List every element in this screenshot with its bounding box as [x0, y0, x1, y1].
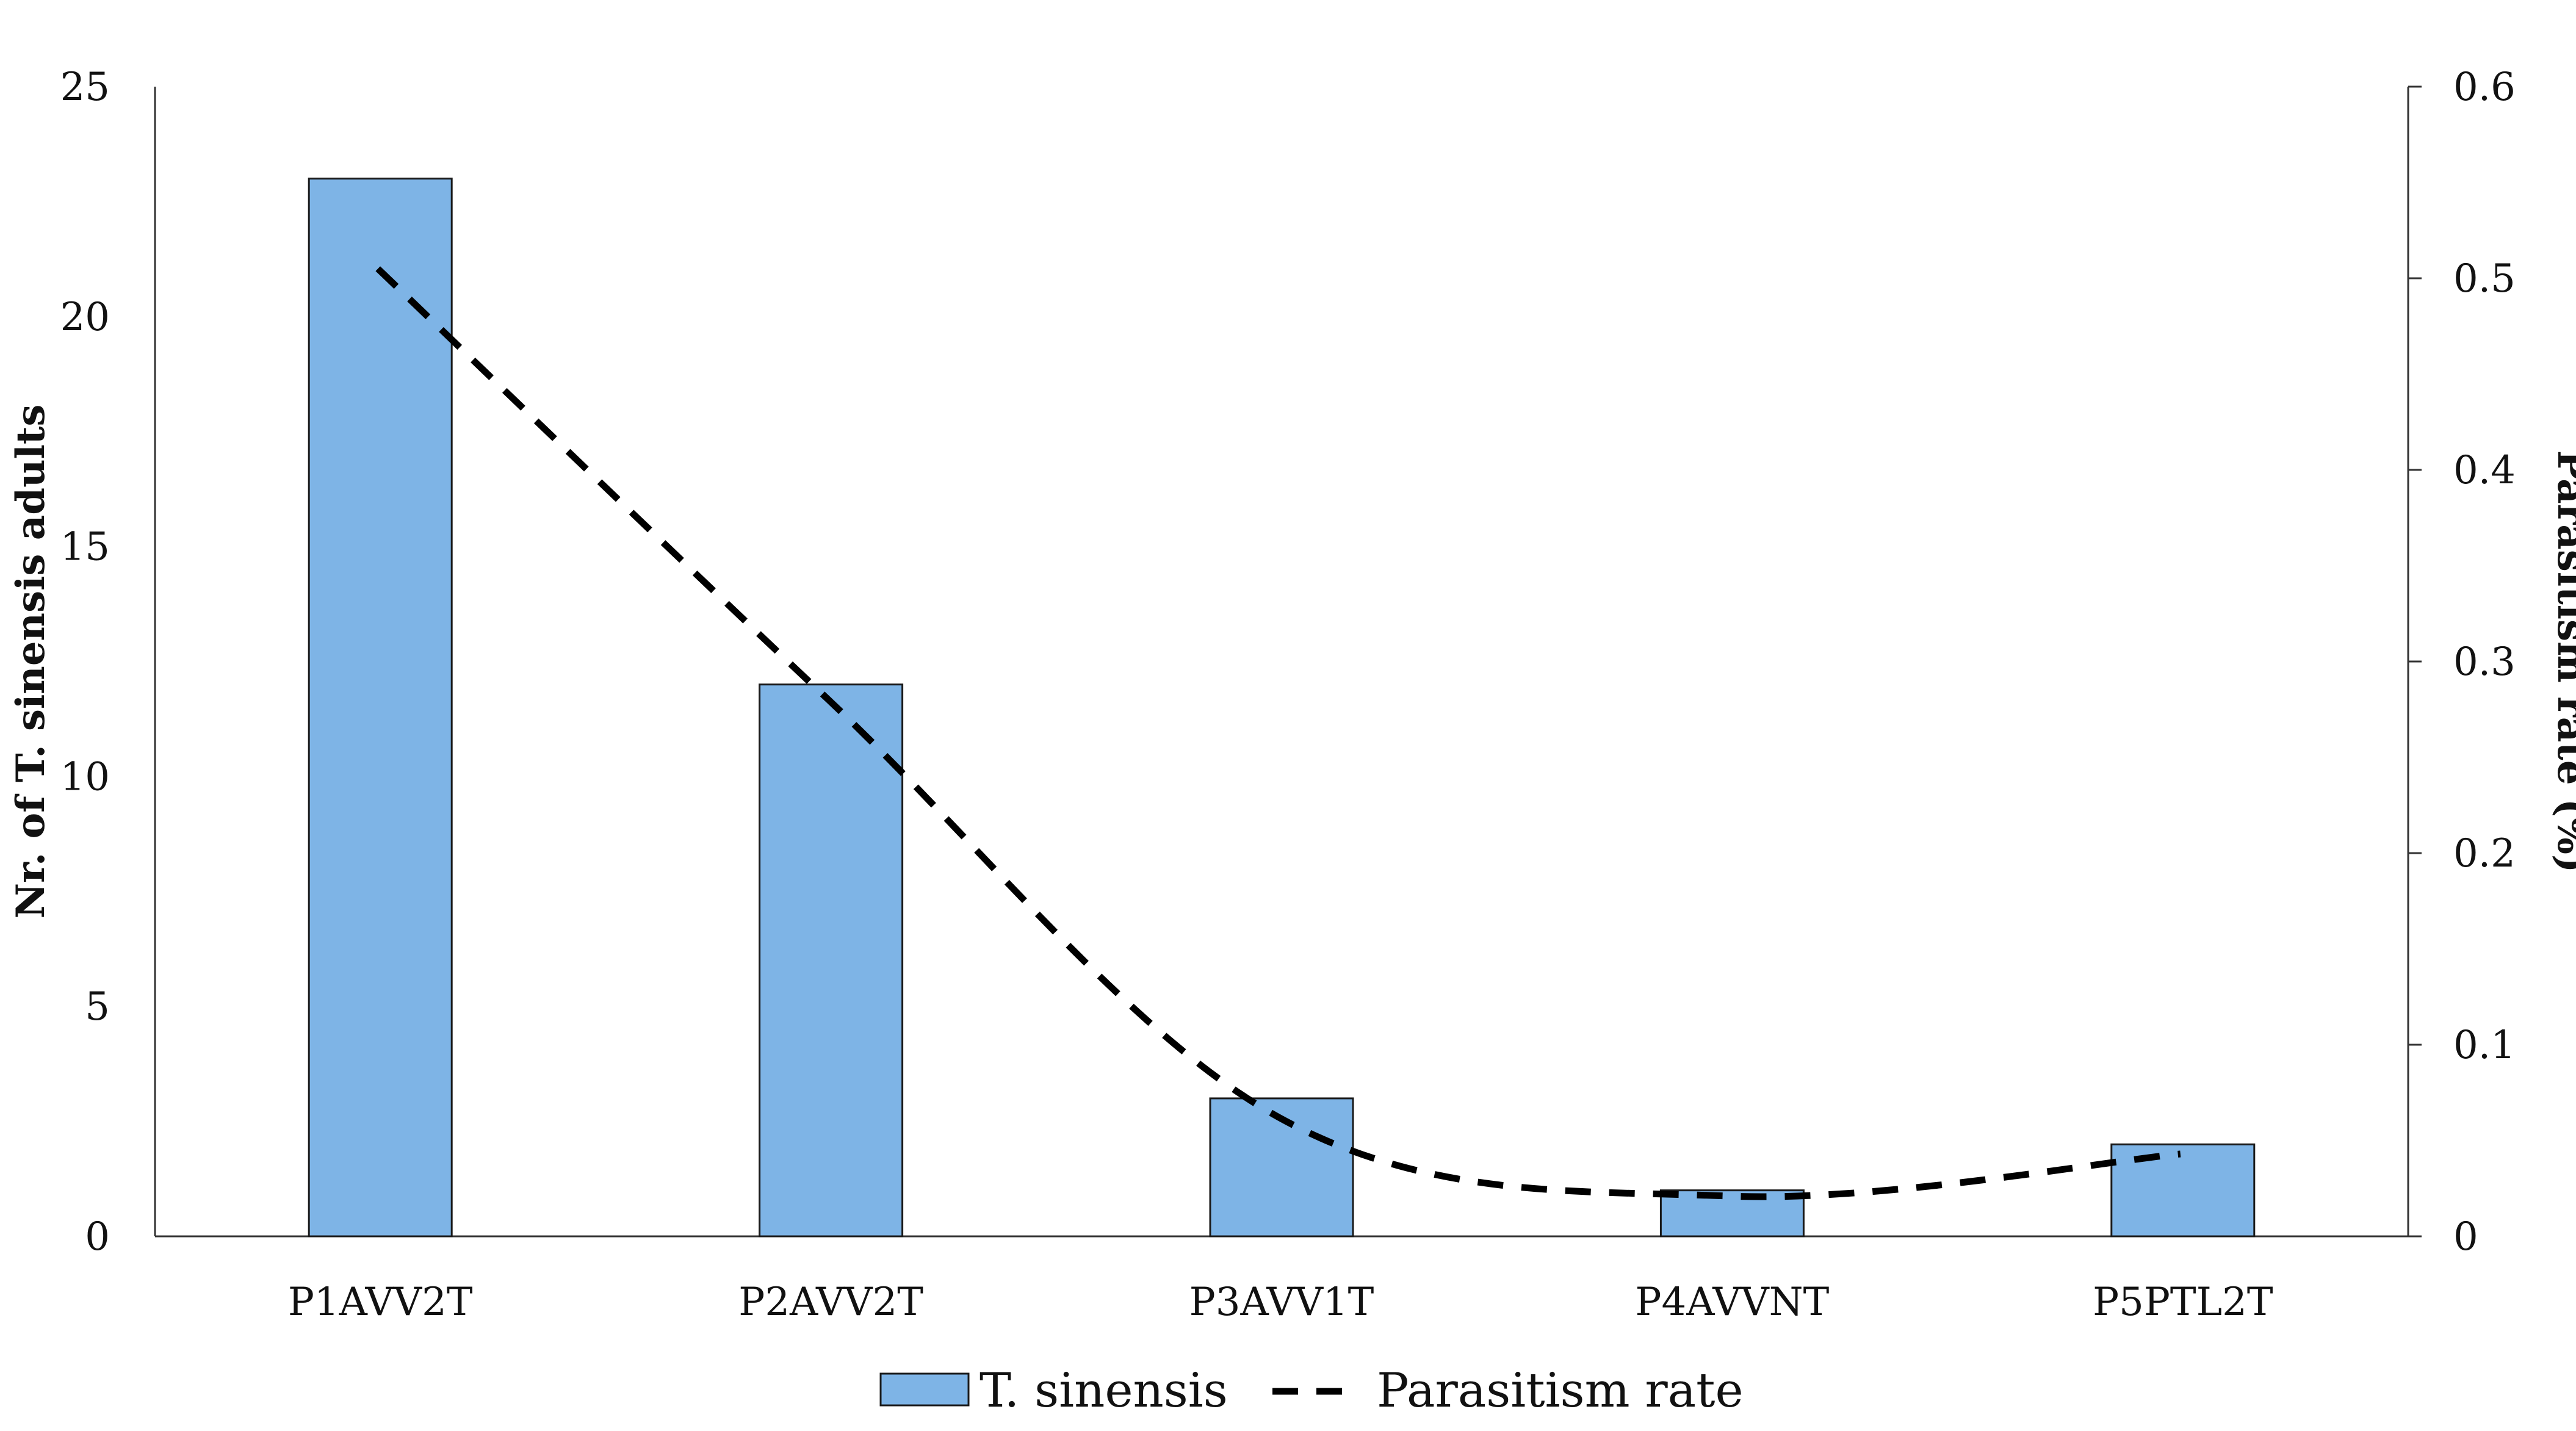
left-y-tick-label: 20 [60, 295, 110, 340]
left-y-tick-label: 0 [85, 1214, 110, 1260]
x-tick-label: P3AVV1T [1189, 1280, 1374, 1325]
tick-labels-group: 0 5 10 15 20 25 0 0.1 0.2 0.3 0.4 0.5 0.6 P1AVV2T P2AV… [60, 65, 2516, 1325]
line-series-group [375, 266, 2181, 1200]
x-tick-label: P5PTL2T [2093, 1280, 2273, 1325]
left-y-tick-label: 25 [60, 65, 110, 110]
left-y-tick-label: 5 [85, 984, 110, 1029]
left-y-tick-label: 15 [60, 525, 110, 570]
bar [1659, 1189, 1805, 1238]
legend: T. sinensis Parasitism rate [879, 1363, 1744, 1418]
legend-label-bars: T. sinensis [980, 1363, 1228, 1418]
axes-group [154, 85, 2422, 1238]
x-tick-label: P1AVV2T [288, 1280, 473, 1325]
right-y-tick-label: 0.1 [2453, 1023, 2516, 1068]
bars-group [308, 178, 2256, 1238]
right-y-tick-label: 0 [2453, 1214, 2478, 1260]
right-y-tick-label: 0.3 [2453, 640, 2516, 685]
bar [308, 178, 453, 1238]
right-y-tick-label: 0.2 [2453, 831, 2516, 876]
bar [759, 683, 904, 1238]
legend-bar-swatch [879, 1372, 970, 1407]
right-y-axis-title: Parasitism rate (%) [2549, 450, 2576, 873]
left-y-axis-title: Nr. of T. sinensis adults [8, 405, 54, 919]
left-y-tick-label: 10 [60, 754, 110, 799]
axis-titles-group: Nr. of T. sinensis adults Parasitism rate… [8, 405, 2576, 919]
right-y-tick-label: 0.5 [2453, 256, 2516, 301]
x-tick-label: P2AVV2T [738, 1280, 923, 1325]
x-tick-label: P4AVVNT [1635, 1280, 1829, 1325]
right-y-tick-label: 0.6 [2453, 65, 2516, 110]
legend-label-line: Parasitism rate [1377, 1363, 1744, 1418]
parasitism-rate-line [375, 266, 2181, 1200]
bar [2110, 1143, 2256, 1238]
right-y-tick-label: 0.4 [2453, 448, 2516, 493]
